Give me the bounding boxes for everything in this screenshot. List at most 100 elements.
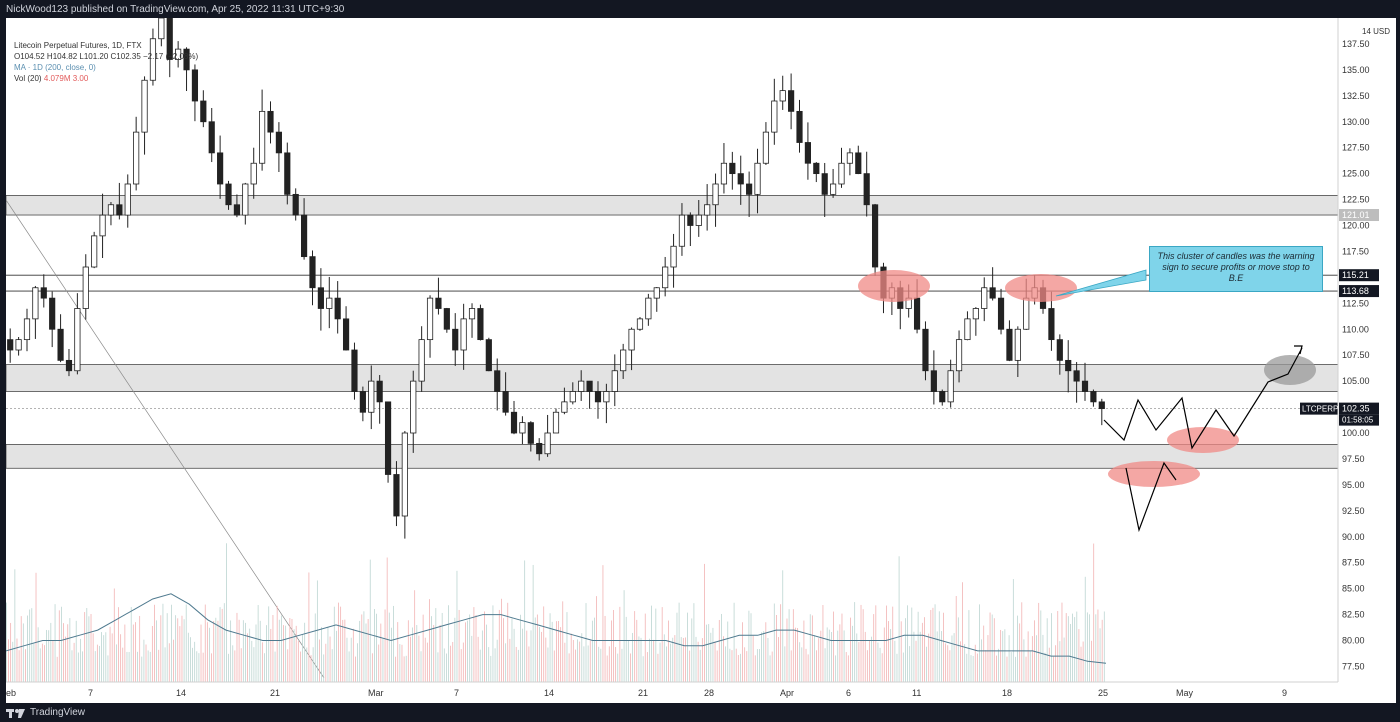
candle-body: [1006, 328, 1013, 361]
volume-bar: [1089, 614, 1090, 682]
volume-bar: [663, 634, 665, 682]
volume-bar: [56, 656, 58, 682]
candle-body: [1048, 308, 1055, 341]
volume-bar: [924, 617, 925, 682]
footer: TradingView: [6, 704, 85, 722]
volume-bar: [575, 649, 576, 682]
volume-bar: [1086, 612, 1088, 682]
volume-bar: [103, 635, 105, 682]
volume-bar: [204, 604, 206, 682]
currency-label: 14 USD: [1362, 27, 1390, 36]
volume-bar: [644, 613, 646, 682]
volume-bar: [418, 635, 420, 682]
volume-bar: [947, 645, 949, 682]
volume-bar: [983, 625, 985, 682]
volume-bar: [467, 620, 468, 682]
volume-bar: [1082, 641, 1084, 682]
volume-bar: [462, 642, 464, 682]
y-tick-label: 137.50: [1342, 39, 1370, 49]
volume-bar: [109, 626, 111, 682]
volume-bar: [672, 637, 674, 682]
volume-bar: [780, 604, 782, 682]
volume-bar: [943, 612, 944, 682]
volume-bar: [530, 630, 532, 682]
volume-bar: [558, 621, 559, 682]
y-tick-label: 125.00: [1342, 169, 1370, 179]
volume-bar: [308, 572, 310, 682]
volume-bar: [763, 631, 765, 682]
volume-bar: [594, 617, 595, 682]
volume-bar: [190, 637, 191, 682]
volume-bar: [1048, 647, 1050, 682]
candle-body: [552, 411, 560, 434]
volume-bar: [107, 655, 109, 682]
volume-bar: [729, 648, 731, 682]
candle-body: [981, 287, 988, 309]
candle-body: [242, 183, 249, 216]
volume-bar: [964, 644, 966, 682]
volume-bar: [215, 617, 217, 682]
volume-bar: [748, 610, 750, 682]
volume-bar: [934, 604, 936, 682]
ticker-tag: LTCPERP: [1302, 405, 1338, 414]
volume-bar: [621, 648, 623, 682]
candle-body: [695, 214, 702, 226]
volume-bar: [976, 653, 978, 682]
volume-bar: [14, 569, 16, 682]
candle-body: [704, 204, 711, 216]
candle-body: [359, 391, 366, 413]
volume-bar: [549, 613, 551, 682]
volume-bar: [126, 651, 128, 682]
volume-bar: [708, 624, 710, 682]
y-tick-label: 90.00: [1342, 532, 1365, 542]
candle-body: [49, 297, 56, 330]
volume-bar: [1012, 579, 1014, 682]
volume-bar: [634, 611, 636, 682]
volume-bar: [37, 627, 39, 682]
candle-body: [964, 318, 971, 341]
candle-body: [762, 131, 770, 164]
y-tick-label: 110.00: [1342, 324, 1369, 334]
volume-bar: [754, 655, 756, 682]
volume-bar: [139, 615, 141, 682]
volume-bar: [471, 635, 473, 682]
volume-bar: [82, 651, 83, 682]
volume-bar: [247, 633, 248, 682]
volume-bar: [44, 645, 45, 682]
candle-body: [393, 474, 400, 517]
trendline: [6, 199, 325, 679]
volume-bar: [393, 605, 394, 682]
volume-bar: [384, 609, 386, 682]
candle-body: [737, 173, 744, 185]
volume-bar: [228, 653, 229, 682]
candle-body: [603, 391, 610, 403]
candle-body: [401, 432, 408, 517]
volume-bar: [556, 621, 557, 682]
candle-body: [74, 308, 81, 372]
candle-body: [502, 391, 509, 413]
volume-bar: [54, 604, 56, 682]
volume-bar: [143, 639, 145, 682]
chart-area[interactable]: LTCPERP 77.50 80.00 82.50 85.00 87.50 90.00 92…: [6, 18, 1396, 703]
volume-bar: [646, 652, 648, 682]
candle-body: [183, 48, 190, 71]
candle-body: [1056, 339, 1063, 361]
x-tick-label: 21: [270, 688, 280, 698]
y-tick-label: 130.00: [1342, 117, 1370, 127]
volume-bar: [1042, 634, 1044, 682]
volume-bar: [1002, 631, 1004, 682]
volume-bar: [99, 645, 100, 682]
volume-bar: [490, 655, 492, 682]
volume-bar: [625, 616, 627, 682]
volume-bar: [344, 619, 346, 682]
volume-bar: [399, 644, 401, 682]
volume-bar: [547, 647, 549, 682]
candle-body: [653, 287, 660, 299]
candle-body: [477, 308, 484, 341]
volume-bar: [653, 639, 655, 682]
volume-bar: [1076, 611, 1078, 682]
volume-bar: [192, 647, 193, 682]
volume-bar: [8, 639, 9, 682]
price-chart[interactable]: LTCPERP 77.5080.0082.5085.0087.5090.0092…: [6, 18, 1396, 703]
volume-bar: [979, 604, 980, 682]
